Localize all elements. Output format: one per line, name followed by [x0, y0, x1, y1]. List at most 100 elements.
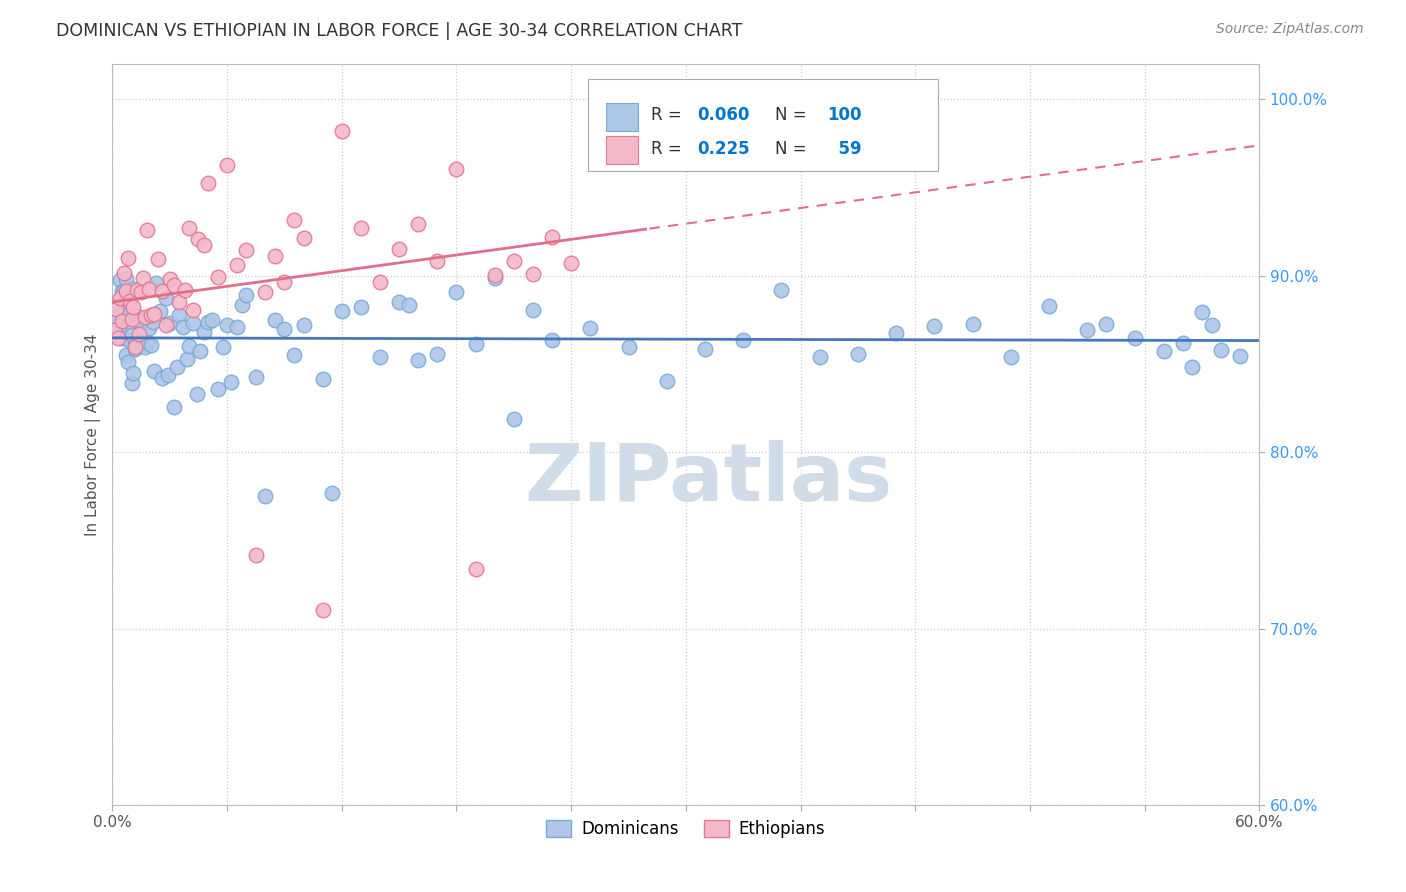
Point — [1153, 344, 1175, 359]
Point — [172, 319, 194, 334]
Point — [225, 258, 247, 272]
Point — [181, 302, 204, 317]
Point — [484, 268, 506, 282]
Point — [159, 272, 181, 286]
Point — [1181, 360, 1204, 375]
Point — [502, 253, 524, 268]
Point — [330, 303, 353, 318]
Point — [235, 288, 257, 302]
Point — [122, 300, 145, 314]
Point — [181, 316, 204, 330]
Point — [145, 276, 167, 290]
Point — [1095, 317, 1118, 331]
Point — [193, 237, 215, 252]
Point — [502, 412, 524, 426]
Point — [177, 221, 200, 235]
Point — [103, 323, 125, 337]
Point — [368, 276, 391, 290]
Point — [924, 318, 946, 333]
Point — [254, 489, 277, 503]
Text: ZIPatlas: ZIPatlas — [524, 440, 893, 518]
Point — [121, 327, 143, 342]
Point — [143, 364, 166, 378]
Point — [177, 339, 200, 353]
Point — [219, 375, 242, 389]
Point — [541, 334, 564, 348]
Point — [148, 252, 170, 267]
Point — [129, 285, 152, 299]
Point — [138, 320, 160, 334]
Point — [522, 267, 544, 281]
Point — [112, 266, 135, 280]
Point — [174, 284, 197, 298]
Point — [118, 334, 141, 348]
Point — [118, 293, 141, 308]
Point — [1038, 299, 1060, 313]
Point — [311, 603, 333, 617]
Point — [103, 298, 125, 312]
Point — [273, 276, 295, 290]
Point — [231, 298, 253, 312]
Point — [846, 346, 869, 360]
Point — [134, 310, 156, 325]
Point — [541, 229, 564, 244]
Point — [522, 303, 544, 318]
Legend: Dominicans, Ethiopians: Dominicans, Ethiopians — [540, 814, 832, 845]
Point — [1171, 335, 1194, 350]
Point — [617, 340, 640, 354]
Point — [186, 387, 208, 401]
Point — [207, 269, 229, 284]
Point — [273, 322, 295, 336]
Point — [162, 277, 184, 292]
Point — [217, 318, 239, 332]
Point — [134, 340, 156, 354]
Point — [193, 325, 215, 339]
Point — [311, 372, 333, 386]
Point — [217, 158, 239, 172]
Point — [693, 342, 716, 356]
Point — [808, 350, 831, 364]
Point — [245, 548, 267, 562]
Point — [464, 336, 486, 351]
Point — [197, 176, 219, 190]
Point — [1123, 331, 1146, 345]
Point — [135, 334, 157, 349]
Point — [235, 243, 257, 257]
Point — [135, 223, 157, 237]
Point — [107, 331, 129, 345]
Point — [108, 272, 131, 286]
Point — [770, 283, 793, 297]
Point — [122, 282, 145, 296]
Point — [283, 349, 305, 363]
Point — [484, 271, 506, 285]
Point — [121, 312, 143, 326]
Text: N =: N = — [775, 139, 813, 158]
Point — [155, 318, 177, 333]
Text: 0.225: 0.225 — [697, 139, 749, 158]
Point — [129, 315, 152, 329]
Point — [105, 302, 128, 317]
Point — [464, 561, 486, 575]
Point — [350, 300, 373, 314]
Point — [962, 317, 984, 331]
Point — [143, 307, 166, 321]
Text: Source: ZipAtlas.com: Source: ZipAtlas.com — [1216, 22, 1364, 37]
Point — [139, 308, 162, 322]
Point — [124, 340, 146, 354]
Text: N =: N = — [775, 106, 813, 124]
Point — [117, 355, 139, 369]
Point — [330, 124, 353, 138]
Point — [108, 291, 131, 305]
Point — [406, 352, 429, 367]
Point — [122, 366, 145, 380]
Point — [254, 285, 277, 299]
Point — [129, 334, 152, 348]
Point — [292, 318, 315, 332]
Point — [733, 334, 755, 348]
Point — [128, 326, 150, 341]
Point — [169, 294, 191, 309]
Point — [426, 347, 449, 361]
Point — [1076, 323, 1098, 337]
Point — [139, 337, 162, 351]
Point — [117, 308, 139, 322]
